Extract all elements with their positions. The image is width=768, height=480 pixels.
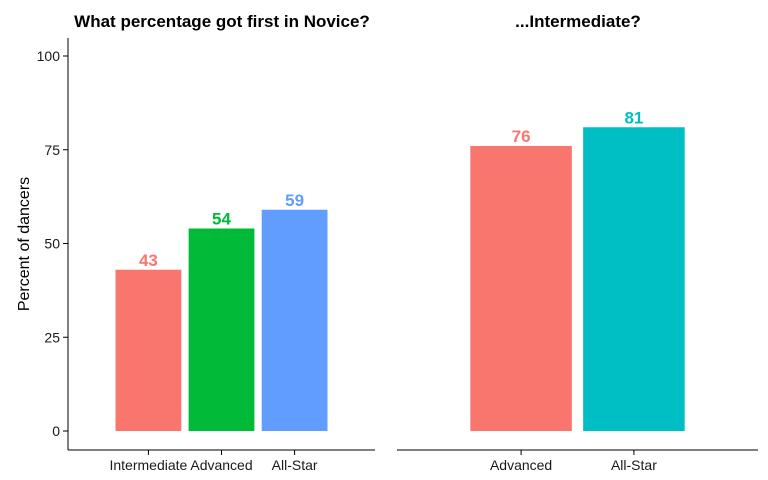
y-tick-label: 50: [44, 236, 60, 252]
panel-novice: What percentage got first in Novice? 43 5…: [37, 12, 375, 473]
bar-intermediate: [115, 269, 182, 431]
data-label-intermediate: 43: [139, 251, 158, 270]
y-tick-label: 25: [44, 329, 60, 345]
data-label-advanced: 54: [212, 210, 231, 229]
x-tick-label-all-star: All-Star: [611, 457, 657, 473]
x-tick-label-all-star: All-Star: [272, 457, 318, 473]
y-ticks-novice: 0 25 50 75 100: [37, 48, 68, 439]
panel-intermediate: ...Intermediate? 76 81 Advanced All-Star: [397, 12, 758, 473]
data-label-all-star: 81: [624, 108, 643, 127]
data-label-all-star: 59: [285, 191, 304, 210]
x-tick-label-advanced: Advanced: [490, 457, 552, 473]
x-tick-label-intermediate: Intermediate: [109, 457, 187, 473]
y-tick-label: 0: [52, 423, 60, 439]
y-tick-label: 100: [37, 48, 61, 64]
data-labels-novice: 43 54 59: [139, 191, 304, 270]
x-ticks-novice: Intermediate Advanced All-Star: [109, 450, 318, 473]
bar-all-star: [261, 209, 328, 431]
bar-advanced: [188, 228, 255, 431]
data-labels-intermediate: 76 81: [512, 108, 644, 146]
data-label-advanced: 76: [512, 127, 531, 146]
bars-intermediate: [470, 127, 685, 431]
x-tick-label-advanced: Advanced: [190, 457, 252, 473]
bar-advanced: [470, 146, 572, 431]
x-ticks-intermediate: Advanced All-Star: [490, 450, 657, 473]
panel-title-novice: What percentage got first in Novice?: [74, 12, 370, 31]
bar-all-star: [583, 127, 685, 431]
bars-novice: [115, 209, 328, 431]
panel-title-intermediate: ...Intermediate?: [515, 12, 641, 31]
y-axis-label: Percent of dancers: [16, 177, 33, 311]
y-tick-label: 75: [44, 142, 60, 158]
